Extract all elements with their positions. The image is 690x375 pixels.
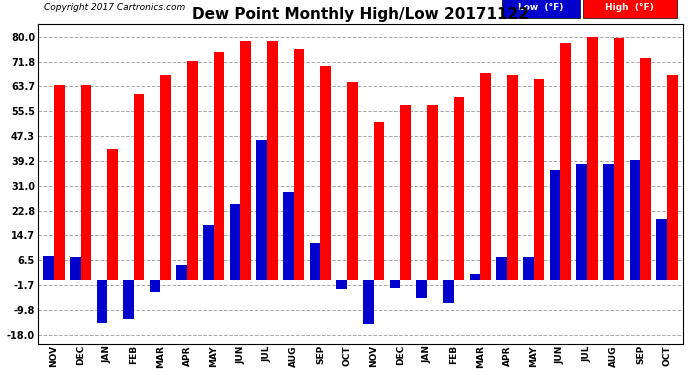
Bar bbox=[150, 280, 161, 292]
Bar bbox=[470, 274, 480, 280]
Bar bbox=[603, 164, 613, 280]
Bar bbox=[576, 164, 587, 280]
Bar bbox=[507, 75, 518, 280]
FancyBboxPatch shape bbox=[583, 0, 677, 18]
Bar bbox=[81, 86, 91, 280]
Text: Copyright 2017 Cartronics.com: Copyright 2017 Cartronics.com bbox=[44, 3, 186, 12]
Title: Dew Point Monthly High/Low 20171122: Dew Point Monthly High/Low 20171122 bbox=[192, 7, 529, 22]
Bar bbox=[320, 66, 331, 280]
Bar bbox=[161, 75, 171, 280]
Bar bbox=[443, 280, 454, 303]
Bar bbox=[630, 160, 640, 280]
Bar bbox=[667, 75, 678, 280]
Bar bbox=[214, 52, 224, 280]
Bar bbox=[656, 219, 667, 280]
Bar bbox=[454, 98, 464, 280]
Bar bbox=[560, 43, 571, 280]
Bar bbox=[587, 37, 598, 280]
Bar bbox=[241, 41, 251, 280]
Bar bbox=[550, 171, 560, 280]
Bar bbox=[267, 41, 278, 280]
Bar bbox=[134, 94, 144, 280]
Bar bbox=[310, 243, 320, 280]
Bar bbox=[496, 257, 507, 280]
Bar bbox=[523, 257, 534, 280]
Bar bbox=[283, 192, 294, 280]
Bar bbox=[337, 280, 347, 289]
Bar bbox=[427, 105, 437, 280]
Bar bbox=[640, 58, 651, 280]
Bar bbox=[257, 140, 267, 280]
Bar bbox=[123, 280, 134, 320]
Bar bbox=[43, 256, 54, 280]
Bar bbox=[400, 105, 411, 280]
Bar bbox=[534, 79, 544, 280]
Bar bbox=[97, 280, 107, 322]
Bar bbox=[187, 61, 198, 280]
Bar bbox=[294, 49, 304, 280]
Bar bbox=[480, 73, 491, 280]
Bar bbox=[390, 280, 400, 288]
Bar bbox=[417, 280, 427, 298]
Text: High  (°F): High (°F) bbox=[605, 3, 654, 12]
Text: Low  (°F): Low (°F) bbox=[518, 3, 564, 12]
Bar bbox=[54, 86, 64, 280]
Bar bbox=[70, 257, 81, 280]
Bar bbox=[230, 204, 241, 280]
FancyBboxPatch shape bbox=[502, 0, 580, 18]
Bar bbox=[347, 82, 358, 280]
Bar bbox=[177, 265, 187, 280]
Bar bbox=[374, 122, 384, 280]
Bar bbox=[107, 149, 118, 280]
Bar bbox=[613, 38, 624, 280]
Bar bbox=[203, 225, 214, 280]
Bar bbox=[363, 280, 374, 324]
